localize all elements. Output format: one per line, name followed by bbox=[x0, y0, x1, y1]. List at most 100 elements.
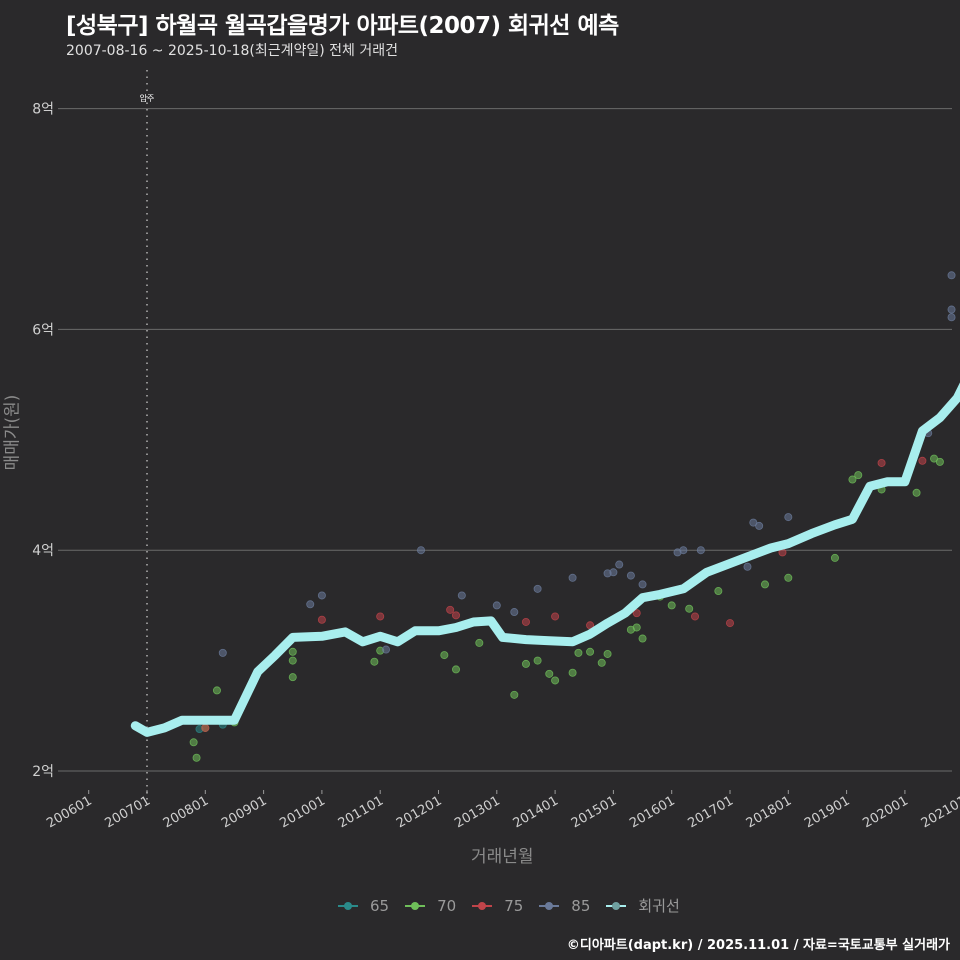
legend-label: 65 bbox=[370, 896, 390, 915]
data-point bbox=[638, 634, 647, 643]
data-point bbox=[451, 611, 460, 620]
data-point bbox=[212, 686, 221, 695]
data-point bbox=[370, 657, 379, 666]
legend-key-icon bbox=[604, 896, 628, 916]
data-point bbox=[912, 488, 921, 497]
data-point bbox=[382, 645, 391, 654]
data-point bbox=[947, 271, 956, 280]
data-point bbox=[755, 521, 764, 530]
x-tick-label: 201501 bbox=[569, 793, 619, 831]
move-in-annotation: 입주 bbox=[140, 70, 155, 800]
data-point bbox=[440, 651, 449, 660]
legend-label: 85 bbox=[571, 896, 591, 915]
x-tick-label: 200701 bbox=[103, 793, 153, 831]
legend-item-regression: 회귀선 bbox=[604, 895, 680, 916]
data-point bbox=[446, 605, 455, 614]
y-tick-label: 2억 bbox=[32, 764, 54, 780]
x-tick-label: 201601 bbox=[627, 793, 677, 831]
x-tick-label: 201101 bbox=[336, 793, 386, 831]
y-tick-label: 8억 bbox=[32, 102, 54, 118]
data-point bbox=[189, 738, 198, 747]
data-point bbox=[551, 612, 560, 621]
data-point bbox=[551, 676, 560, 685]
y-tick-label: 4억 bbox=[32, 543, 54, 559]
data-point bbox=[521, 659, 530, 668]
data-point bbox=[632, 623, 641, 632]
data-point bbox=[691, 612, 700, 621]
legend-label: 70 bbox=[437, 896, 457, 915]
data-point bbox=[848, 475, 857, 484]
data-point bbox=[685, 604, 694, 613]
data-point bbox=[192, 753, 201, 762]
legend-label: 75 bbox=[504, 896, 524, 915]
x-tick-label: 201901 bbox=[802, 793, 852, 831]
gridlines bbox=[58, 108, 952, 772]
data-point bbox=[288, 656, 297, 665]
data-point bbox=[714, 587, 723, 596]
legend-item-75: 75 bbox=[470, 895, 523, 916]
data-point bbox=[533, 656, 542, 665]
source-caption: ©디아파트(dapt.kr) / 2025.11.01 / 자료=국토교통부 실… bbox=[566, 938, 950, 953]
data-point bbox=[597, 658, 606, 667]
data-point bbox=[568, 668, 577, 677]
data-point bbox=[615, 560, 624, 569]
x-tick-label: 201001 bbox=[277, 793, 327, 831]
x-tick-label: 201801 bbox=[744, 793, 794, 831]
data-point bbox=[609, 568, 618, 577]
data-point bbox=[626, 571, 635, 580]
data-point bbox=[574, 648, 583, 657]
y-tick-label: 6억 bbox=[32, 322, 54, 338]
data-point bbox=[603, 649, 612, 658]
data-point bbox=[877, 458, 886, 467]
data-point bbox=[947, 313, 956, 322]
x-tick-label: 200901 bbox=[219, 793, 269, 831]
data-point bbox=[510, 690, 519, 699]
legend-item-70: 70 bbox=[403, 895, 456, 916]
data-point bbox=[830, 553, 839, 562]
data-point bbox=[545, 669, 554, 678]
data-point bbox=[417, 546, 426, 555]
regression-line bbox=[130, 382, 960, 737]
x-tick-label: 200601 bbox=[44, 793, 94, 831]
data-point bbox=[288, 647, 297, 656]
data-point bbox=[492, 601, 501, 610]
chart-title: [성북구] 하월곡 월곡갑을명가 아파트(2007) 회귀선 예측 bbox=[66, 13, 619, 39]
x-axis: 200601 200701 200801 200901 201001 201101 2012… bbox=[44, 790, 960, 831]
data-point bbox=[376, 612, 385, 621]
data-point bbox=[451, 665, 460, 674]
legend-label: 회귀선 bbox=[638, 897, 680, 915]
data-point bbox=[457, 591, 466, 600]
data-point bbox=[947, 305, 956, 314]
data-point bbox=[632, 609, 641, 618]
data-point bbox=[784, 573, 793, 582]
data-point bbox=[201, 723, 210, 732]
y-axis: 2억 4억 6억 8억 bbox=[32, 102, 54, 780]
move-in-label: 입주 bbox=[140, 94, 155, 103]
data-point bbox=[218, 648, 227, 657]
data-point bbox=[533, 584, 542, 593]
legend: 65 70 75 85 회귀선 bbox=[336, 895, 694, 916]
x-tick-label: 200801 bbox=[161, 793, 211, 831]
scatter-points bbox=[189, 271, 956, 762]
data-point bbox=[784, 513, 793, 522]
data-point bbox=[935, 457, 944, 466]
data-point bbox=[568, 573, 577, 582]
legend-key-icon bbox=[336, 896, 360, 916]
legend-item-85: 85 bbox=[537, 895, 590, 916]
data-point bbox=[854, 471, 863, 480]
data-point bbox=[696, 546, 705, 555]
data-point bbox=[475, 638, 484, 647]
y-axis-title: 매매가(원) bbox=[2, 394, 23, 471]
data-point bbox=[317, 615, 326, 624]
legend-key-icon bbox=[537, 896, 561, 916]
data-point bbox=[918, 456, 927, 465]
x-axis-title: 거래년월 bbox=[471, 847, 534, 867]
legend-key-icon bbox=[403, 896, 427, 916]
data-point bbox=[760, 580, 769, 589]
data-point bbox=[743, 562, 752, 571]
x-tick-label: 201201 bbox=[394, 793, 444, 831]
data-point bbox=[317, 591, 326, 600]
x-tick-label: 201401 bbox=[511, 793, 561, 831]
data-point bbox=[521, 617, 530, 626]
